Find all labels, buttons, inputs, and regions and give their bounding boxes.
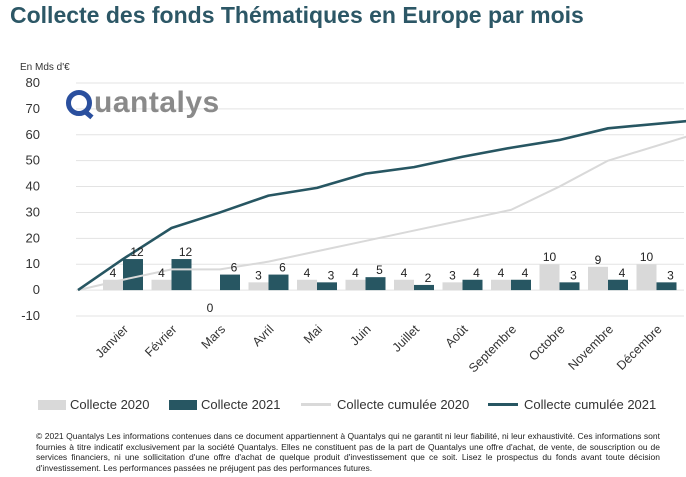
data-label-2020-11: 9 [595, 253, 602, 267]
x-tick-label-7: Juillet [390, 322, 423, 355]
bar-2021-12 [656, 282, 677, 291]
data-label-2020-4: 3 [255, 268, 262, 282]
y-tick-label-0: 0 [33, 282, 40, 297]
chart-legend: Collecte 2020 Collecte 2021 Collecte cum… [38, 397, 678, 415]
legend-swatch-cumulee-2020 [301, 403, 331, 406]
data-label-2021-12: 3 [667, 268, 674, 282]
bar-2021-6 [365, 277, 386, 291]
line-cumulee-2020 [77, 135, 686, 292]
bar-2020-11 [588, 266, 608, 291]
y-tick-label-60: 60 [26, 127, 40, 142]
data-label-2020-9: 4 [498, 266, 505, 280]
data-label-2021-1: 12 [130, 245, 144, 259]
x-tick-label-5: Mai [301, 322, 325, 346]
bar-2021-5 [317, 282, 337, 291]
data-label-2021-5: 3 [328, 268, 335, 282]
x-tick-label-12: Décembre [614, 322, 665, 373]
bar-2020-7 [394, 279, 414, 291]
y-tick-label-10: 10 [26, 256, 40, 271]
quantalys-logo: uantalys [66, 86, 220, 120]
bar-2020-2 [151, 279, 172, 291]
x-tick-label-10: Octobre [526, 322, 567, 363]
y-tick-label--10: -10 [21, 308, 40, 323]
quantalys-q-icon [66, 90, 92, 116]
chart-title: Collecte des fonds Thématiques en Europe… [10, 2, 584, 28]
x-tick-label-8: Août [443, 322, 471, 350]
bar-2020-4 [248, 282, 269, 291]
x-tick-label-6: Juin [348, 322, 374, 348]
bar-2021-11 [608, 279, 628, 291]
bar-2020-6 [345, 279, 366, 291]
data-label-2020-2: 4 [158, 266, 165, 280]
bar-2020-12 [636, 264, 657, 291]
bar-2021-3 [220, 274, 240, 291]
data-label-2021-3: 6 [231, 261, 238, 275]
bar-2021-2 [171, 259, 192, 291]
y-tick-label-20: 20 [26, 230, 40, 245]
legend-label-cumulee-2020: Collecte cumulée 2020 [337, 397, 470, 412]
y-tick-label-50: 50 [26, 153, 40, 168]
y-axis-unit-label: En Mds d'€ [20, 62, 70, 73]
x-tick-label-11: Novembre [565, 322, 616, 373]
data-label-2020-1: 4 [110, 266, 117, 280]
x-tick-label-1: Janvier [93, 322, 131, 360]
data-label-2021-6: 5 [376, 263, 383, 277]
legend-swatch-cumulee-2021 [488, 403, 518, 406]
data-label-2021-7: 2 [425, 271, 432, 285]
x-tick-label-3: Mars [199, 322, 229, 352]
bar-2020-5 [297, 279, 317, 291]
data-label-2020-7: 4 [401, 266, 408, 280]
legend-item-cumulee-2020: Collecte cumulée 2020 [301, 397, 469, 412]
data-label-2020-10: 10 [543, 250, 557, 264]
y-tick-label-30: 30 [26, 204, 40, 219]
x-tick-label-2: Février [142, 322, 179, 359]
data-label-2020-5: 4 [304, 266, 311, 280]
bar-2021-1 [123, 259, 143, 291]
data-label-2021-9: 4 [522, 266, 529, 280]
legend-item-collecte-2021: Collecte 2021 [169, 397, 281, 412]
y-tick-label-70: 70 [26, 101, 40, 116]
legend-swatch-collecte-2020 [38, 399, 66, 410]
line-cumulee-2021 [77, 119, 686, 292]
bar-2020-9 [491, 279, 511, 291]
data-label-2021-10: 3 [570, 268, 577, 282]
x-tick-label-4: Avril [250, 322, 277, 349]
y-tick-label-80: 80 [26, 75, 40, 90]
data-label-2020-6: 4 [352, 266, 359, 280]
legend-item-cumulee-2021: Collecte cumulée 2021 [488, 397, 656, 412]
legend-label-collecte-2021: Collecte 2021 [201, 397, 281, 412]
data-label-2020-8: 3 [449, 268, 456, 282]
bar-2021-9 [511, 279, 531, 291]
disclaimer-text: © 2021 Quantalys Les informations conten… [36, 431, 660, 473]
legend-item-collecte-2020: Collecte 2020 [38, 397, 150, 412]
legend-label-cumulee-2021: Collecte cumulée 2021 [524, 397, 657, 412]
data-label-2020-12: 10 [640, 250, 654, 264]
data-label-2021-2: 12 [179, 245, 193, 259]
legend-label-collecte-2020: Collecte 2020 [70, 397, 150, 412]
bar-2020-1 [103, 279, 123, 291]
bar-2021-8 [462, 279, 483, 291]
data-label-2020-3: 0 [207, 301, 214, 315]
bar-2021-7 [414, 284, 434, 291]
bar-2021-10 [559, 282, 580, 291]
y-tick-label-40: 40 [26, 179, 40, 194]
bar-2020-8 [442, 282, 463, 291]
x-tick-label-9: Septembre [466, 322, 519, 375]
logo-text: uantalys [94, 86, 220, 119]
data-label-2021-8: 4 [473, 266, 480, 280]
data-label-2021-11: 4 [619, 266, 626, 280]
bar-2020-10 [539, 264, 560, 291]
data-label-2021-4: 6 [279, 261, 286, 275]
bar-2021-4 [268, 274, 289, 291]
legend-swatch-collecte-2021 [169, 399, 197, 410]
chart-canvas: -10 0 10 20 30 40 50 60 70 80 4 12 4 12 0 6 3 6 4 3 4 5 4 2 3 4 4 4… [21, 75, 686, 375]
